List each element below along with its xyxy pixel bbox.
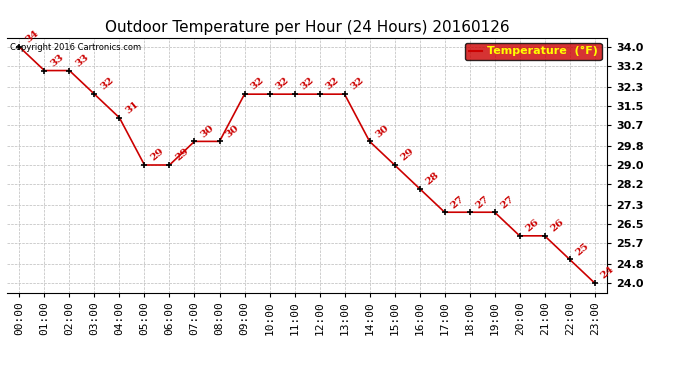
Title: Outdoor Temperature per Hour (24 Hours) 20160126: Outdoor Temperature per Hour (24 Hours) …	[105, 20, 509, 35]
Text: 32: 32	[99, 76, 115, 92]
Text: 29: 29	[148, 147, 166, 163]
Legend: Temperature  (°F): Temperature (°F)	[465, 43, 602, 60]
Text: 25: 25	[574, 241, 591, 257]
Text: 32: 32	[324, 76, 341, 92]
Text: 34: 34	[23, 29, 40, 45]
Text: 27: 27	[448, 194, 466, 210]
Text: 26: 26	[549, 217, 566, 234]
Text: 32: 32	[299, 76, 315, 92]
Text: 29: 29	[399, 147, 415, 163]
Text: Copyright 2016 Cartronics.com: Copyright 2016 Cartronics.com	[10, 43, 141, 52]
Text: 30: 30	[199, 123, 215, 139]
Text: 30: 30	[224, 123, 241, 139]
Text: 24: 24	[599, 265, 615, 281]
Text: 26: 26	[524, 217, 541, 234]
Text: 31: 31	[124, 99, 141, 116]
Text: 33: 33	[74, 53, 90, 68]
Text: 27: 27	[474, 194, 491, 210]
Text: 32: 32	[274, 76, 290, 92]
Text: 32: 32	[248, 76, 266, 92]
Text: 33: 33	[48, 53, 66, 68]
Text: 27: 27	[499, 194, 515, 210]
Text: 28: 28	[424, 170, 441, 186]
Text: 29: 29	[174, 147, 190, 163]
Text: 30: 30	[374, 123, 391, 139]
Text: 32: 32	[348, 76, 366, 92]
